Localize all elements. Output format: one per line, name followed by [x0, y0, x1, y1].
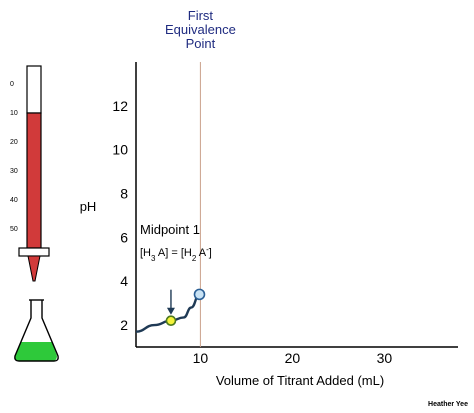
midpoint-formula: [H3 A] = [H2 A-] [140, 245, 212, 263]
burette-scale-label: 50 [10, 226, 18, 233]
series-curve [135, 293, 200, 333]
y-tick-label: 2 [120, 317, 128, 333]
burette: 0 10 20 30 40 50 [10, 65, 50, 282]
y-tick-label: 12 [112, 98, 128, 114]
burette-tip [27, 255, 41, 282]
x-axis-title: Volume of Titrant Added (mL) [216, 373, 384, 388]
x-tick-label: 10 [193, 350, 209, 366]
burette-empty-section [26, 65, 42, 114]
x-tick-label: 30 [377, 350, 393, 366]
equivalence-label-line: Point [186, 36, 216, 51]
equivalence-marker [193, 288, 206, 301]
y-tick-label: 6 [120, 229, 128, 245]
burette-scale-label: 20 [10, 139, 18, 146]
y-axis-title: pH [80, 199, 97, 214]
flask [14, 299, 59, 362]
burette-liquid [26, 112, 42, 249]
flask-outline [14, 300, 59, 362]
midpoint-title: Midpoint 1 [140, 222, 200, 237]
x-tick-label: 20 [285, 350, 301, 366]
y-tick-label: 8 [120, 186, 128, 202]
equivalence-label-line: First [188, 8, 214, 23]
credit-text: Heather Yee [428, 401, 468, 408]
flask-liquid [14, 342, 57, 361]
burette-scale-label: 10 [10, 110, 18, 117]
midpoint-marker [165, 315, 177, 326]
burette-scale-label: 30 [10, 168, 18, 175]
burette-scale-label: 40 [10, 197, 18, 204]
equivalence-label-line: Equivalence [165, 22, 236, 37]
y-tick-label: 4 [120, 273, 128, 289]
burette-scale-label: 0 [10, 81, 14, 88]
burette-stopcock [18, 247, 50, 257]
midpoint-arrowhead [166, 307, 175, 315]
y-tick-label: 10 [112, 142, 128, 158]
